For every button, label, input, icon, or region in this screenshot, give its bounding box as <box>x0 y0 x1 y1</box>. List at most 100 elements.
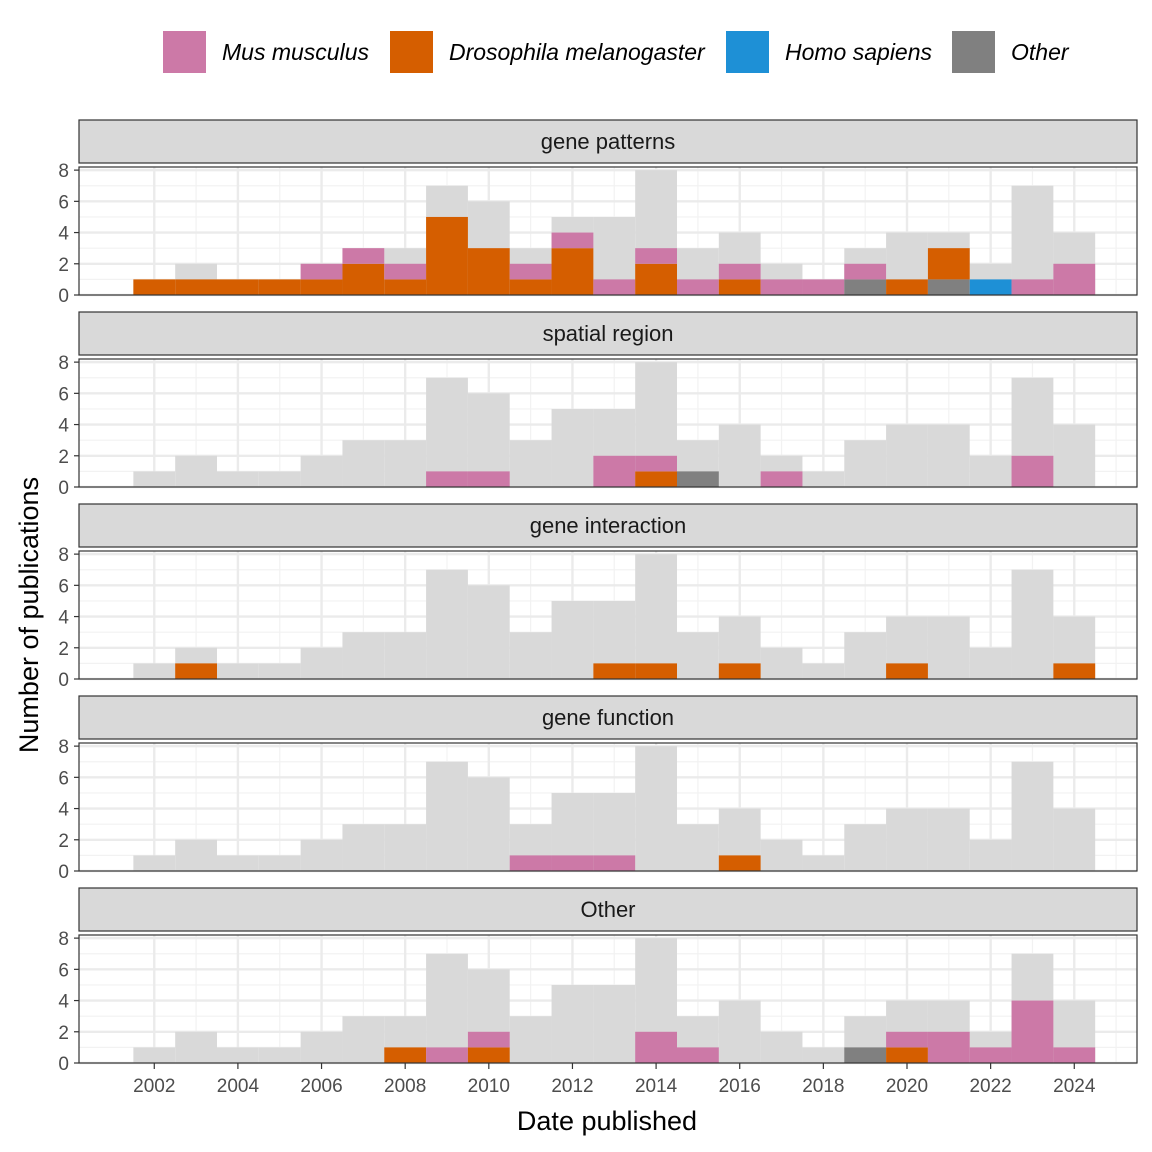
legend: Mus musculus Drosophila melanogaster Homo … <box>163 31 1070 73</box>
bar-mus <box>509 263 552 280</box>
background-total-bar <box>467 585 510 679</box>
x-tick-label: 2020 <box>886 1076 928 1097</box>
y-tick-label: 6 <box>58 768 69 789</box>
y-tick-label: 8 <box>58 737 69 758</box>
y-tick-label: 4 <box>58 416 69 437</box>
facet-panel: gene interaction 0 2 4 6 8 <box>58 503 1138 691</box>
bar-mus <box>1053 1047 1096 1063</box>
facet-title: spatial region <box>543 321 674 346</box>
y-tick-label: 4 <box>58 224 69 245</box>
facet-panel: gene patterns 0 2 4 6 8 <box>58 119 1138 307</box>
background-total-bar <box>384 632 427 679</box>
bar-dro <box>718 663 761 679</box>
background-total-bar <box>969 647 1012 679</box>
facet-panel: Other 0 2 4 6 8 <box>58 887 1138 1075</box>
background-total-bar <box>258 471 301 487</box>
bar-mus <box>635 455 677 472</box>
panel-border <box>78 358 1138 488</box>
background-total-bar <box>133 471 176 487</box>
legend-label-hom: Homo sapiens <box>785 39 933 65</box>
y-tick-label: 4 <box>58 992 69 1013</box>
facet-title: gene patterns <box>541 129 676 154</box>
background-total-bar <box>258 1047 301 1063</box>
panel-border <box>78 166 1138 296</box>
y-tick-label: 8 <box>58 545 69 566</box>
facet-title: Other <box>580 897 635 922</box>
legend-label-oth: Other <box>1011 39 1070 65</box>
background-total-bar <box>426 761 468 871</box>
bar-dro <box>886 663 928 679</box>
bar-dro <box>300 279 343 295</box>
bar-hom <box>969 279 1012 295</box>
bar-mus <box>635 248 677 264</box>
bar-mus <box>1053 263 1096 295</box>
y-tick-label: 8 <box>58 353 69 374</box>
background-total-bar <box>426 953 468 1063</box>
background-total-bar <box>677 632 719 679</box>
background-total-bar <box>342 440 385 487</box>
background-total-bar <box>467 777 510 871</box>
background-total-bar <box>1011 761 1054 871</box>
x-axis-title: Date published <box>517 1106 697 1136</box>
background-total-bar <box>927 808 970 871</box>
x-tick-label: 2022 <box>969 1076 1011 1097</box>
background-total-bar <box>300 455 343 487</box>
background-total-bar <box>760 1031 803 1063</box>
x-tick-label: 2018 <box>802 1076 844 1097</box>
y-tick-label: 8 <box>58 161 69 182</box>
facet-strip <box>78 503 1138 548</box>
bar-mus <box>342 248 385 264</box>
x-axis: 2002 2004 2006 2008 2010 2012 2014 2016 2018 2020… <box>133 1063 1096 1097</box>
background-total-bar <box>551 984 594 1063</box>
bar-mus <box>300 263 343 280</box>
background-total-bar <box>175 1031 217 1063</box>
background-total-bar <box>802 855 845 871</box>
background-total-bar <box>133 1047 176 1063</box>
background-total-bar <box>384 824 427 871</box>
bar-mus <box>551 855 594 871</box>
background-total-bar <box>718 424 761 487</box>
bar-mus <box>635 1031 677 1063</box>
y-tick-label: 0 <box>58 478 69 499</box>
y-tick-label: 8 <box>58 929 69 950</box>
background-total-bar <box>551 600 594 679</box>
bar-mus <box>677 279 719 295</box>
background-total-bar <box>551 408 594 487</box>
facet-strip <box>78 695 1138 740</box>
y-tick-label: 2 <box>58 639 69 660</box>
background-total-bar <box>886 808 928 871</box>
bar-oth <box>844 1047 887 1063</box>
x-tick-label: 2006 <box>300 1076 342 1097</box>
y-tick-label: 2 <box>58 255 69 276</box>
background-total-bar <box>342 1016 385 1063</box>
background-total-bar <box>844 440 887 487</box>
bar-dro <box>175 663 217 679</box>
background-total-bar <box>1053 808 1096 871</box>
x-tick-label: 2016 <box>719 1076 761 1097</box>
background-total-bar <box>802 1047 845 1063</box>
y-tick-label: 0 <box>58 670 69 691</box>
background-total-bar <box>300 647 343 679</box>
bar-mus <box>426 1047 468 1063</box>
bar-dro <box>509 279 552 295</box>
bar-mus <box>718 263 761 280</box>
y-axis-title: Number of publications <box>14 477 44 753</box>
background-total-bar <box>384 440 427 487</box>
background-total-bar <box>426 377 468 487</box>
legend-swatch-dro <box>390 31 433 73</box>
background-total-bar <box>217 1047 259 1063</box>
bar-dro <box>342 263 385 295</box>
bar-mus <box>384 263 427 280</box>
panel-border <box>78 742 1138 872</box>
background-total-bar <box>927 616 970 679</box>
background-total-bar <box>677 824 719 871</box>
background-total-bar <box>593 984 636 1063</box>
x-tick-label: 2002 <box>133 1076 175 1097</box>
bar-mus <box>593 855 636 871</box>
bar-mus <box>1011 1000 1054 1063</box>
bar-dro <box>467 248 510 295</box>
facet-strip <box>78 887 1138 932</box>
background-total-bar <box>175 839 217 871</box>
bar-dro <box>718 279 761 295</box>
